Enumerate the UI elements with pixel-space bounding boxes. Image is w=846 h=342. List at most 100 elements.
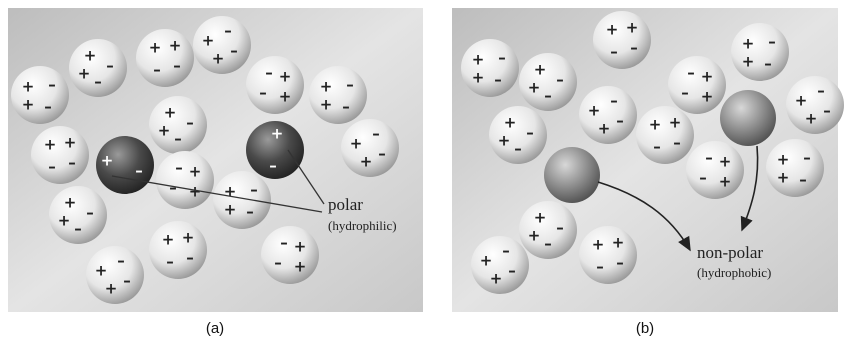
charge-sign: – [596, 258, 604, 276]
water-molecule [156, 151, 214, 209]
charge-sign: – [681, 84, 689, 102]
charge-sign: + [701, 88, 714, 106]
annotation-title: polar [328, 195, 363, 214]
charge-sign: + [64, 134, 77, 152]
charge-sign: + [320, 96, 333, 114]
charge-sign: – [502, 242, 510, 260]
charge-sign: – [630, 39, 638, 57]
charge-sign: + [22, 78, 35, 96]
charge-sign: – [514, 140, 522, 158]
charge-sign: + [84, 47, 97, 65]
charge-sign: + [162, 231, 175, 249]
panel-label: (b) [636, 320, 654, 337]
charge-sign: – [498, 49, 506, 67]
charge-sign: + [742, 35, 755, 53]
charge-sign: – [280, 234, 288, 252]
annotation-title: non-polar [697, 243, 763, 262]
charge-sign: + [64, 194, 77, 212]
charge-sign: – [653, 138, 661, 156]
charge-sign: + [701, 68, 714, 86]
charge-sign: – [246, 203, 254, 221]
charge-sign: – [250, 181, 258, 199]
charge-sign: + [22, 96, 35, 114]
charge-sign: – [823, 102, 831, 120]
charge-sign: + [95, 262, 108, 280]
charge-sign: – [673, 134, 681, 152]
water-molecule [261, 226, 319, 284]
charge-sign: – [74, 220, 82, 238]
water-molecule [579, 226, 637, 284]
charge-sign: – [265, 64, 273, 82]
charge-sign: + [294, 258, 307, 276]
charge-sign: + [164, 104, 177, 122]
charge-sign: + [189, 163, 202, 181]
water-molecule [766, 139, 824, 197]
charge-sign: + [649, 116, 662, 134]
charge-sign: + [777, 151, 790, 169]
charge-sign: – [269, 157, 277, 175]
charge-sign: – [817, 82, 825, 100]
charge-sign: – [508, 262, 516, 280]
charge-sign: – [378, 145, 386, 163]
water-molecule [136, 29, 194, 87]
charge-sign: – [342, 98, 350, 116]
charge-sign: – [94, 73, 102, 91]
charge-sign: + [224, 201, 237, 219]
water-molecule [31, 126, 89, 184]
charge-sign: – [372, 125, 380, 143]
charge-sign: + [612, 234, 625, 252]
annotation-subtitle: (hydrophobic) [697, 265, 771, 280]
charge-sign: + [777, 169, 790, 187]
charge-sign: + [169, 37, 182, 55]
charge-sign: – [803, 149, 811, 167]
charge-sign: + [279, 68, 292, 86]
charge-sign: – [86, 204, 94, 222]
charge-sign: + [360, 153, 373, 171]
charge-sign: – [135, 162, 143, 180]
charge-sign: – [556, 219, 564, 237]
charge-sign: + [320, 78, 333, 96]
charge-sign: – [186, 249, 194, 267]
charge-sign: – [175, 159, 183, 177]
charge-sign: – [44, 98, 52, 116]
charge-sign: + [149, 39, 162, 57]
charge-sign: + [588, 102, 601, 120]
charge-sign: + [598, 120, 611, 138]
charge-sign: + [44, 136, 57, 154]
water-molecule [461, 39, 519, 97]
charge-sign: – [610, 43, 618, 61]
charge-sign: – [544, 87, 552, 105]
charge-sign: – [616, 254, 624, 272]
water-molecule [246, 56, 304, 114]
figure: +–+–+–+–++––+––+–+–++–+–+–+–++––+––+–+–+… [0, 0, 846, 342]
charge-sign: – [616, 112, 624, 130]
panel-label: (a) [206, 320, 224, 337]
charge-sign: + [294, 238, 307, 256]
charge-sign: – [556, 71, 564, 89]
water-molecule [149, 221, 207, 279]
charge-sign: – [705, 149, 713, 167]
charge-sign: – [106, 57, 114, 75]
charge-sign: – [259, 84, 267, 102]
charge-sign: + [669, 114, 682, 132]
charge-sign: + [271, 125, 284, 143]
charge-sign: + [472, 51, 485, 69]
charge-sign: – [699, 169, 707, 187]
water-molecule [686, 141, 744, 199]
nonpolar-molecule [720, 90, 776, 146]
charge-sign: + [534, 209, 547, 227]
charge-sign: – [117, 252, 125, 270]
charge-sign: – [153, 61, 161, 79]
water-molecule [731, 23, 789, 81]
charge-sign: + [78, 65, 91, 83]
charge-sign: – [48, 76, 56, 94]
charge-sign: + [212, 50, 225, 68]
charge-sign: + [224, 183, 237, 201]
charge-sign: + [472, 69, 485, 87]
charge-sign: + [480, 252, 493, 270]
charge-sign: + [606, 21, 619, 39]
charge-sign: – [346, 76, 354, 94]
charge-sign: + [719, 153, 732, 171]
charge-sign: – [68, 154, 76, 172]
charge-sign: + [58, 212, 71, 230]
